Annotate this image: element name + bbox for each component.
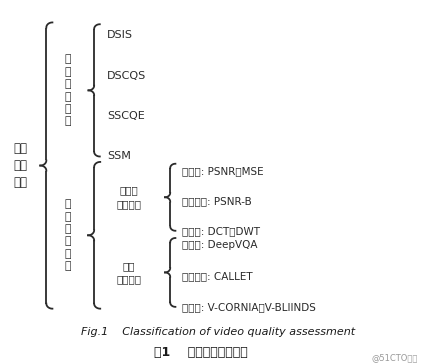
Text: SSM: SSM	[107, 151, 131, 162]
Text: 客
观
质
量
评
价: 客 观 质 量 评 价	[65, 199, 72, 271]
Text: 无参考: DCT、DWT: 无参考: DCT、DWT	[182, 226, 260, 236]
Text: 视频
质量
评价: 视频 质量 评价	[13, 142, 27, 189]
Text: Fig.1    Classification of video quality assessment: Fig.1 Classification of video quality as…	[81, 327, 355, 337]
Text: 无参考: V-CORNIA、V-BLIINDS: 无参考: V-CORNIA、V-BLIINDS	[182, 302, 316, 312]
Text: 图1    视频质量评价分类: 图1 视频质量评价分类	[154, 347, 248, 359]
Text: 全参考: DeepVQA: 全参考: DeepVQA	[182, 240, 258, 250]
Text: SSCQE: SSCQE	[107, 111, 145, 121]
Text: 部分参考: PSNR-B: 部分参考: PSNR-B	[182, 196, 252, 206]
Text: DSIS: DSIS	[107, 30, 133, 40]
Text: DSCQS: DSCQS	[107, 71, 146, 80]
Text: @51CTO博客: @51CTO博客	[371, 353, 418, 362]
Text: 非深度
学习方法: 非深度 学习方法	[116, 186, 141, 209]
Text: 主
观
质
量
评
价: 主 观 质 量 评 价	[65, 54, 72, 126]
Text: 全参考: PSNR、MSE: 全参考: PSNR、MSE	[182, 166, 264, 176]
Text: 部分参考: CALLET: 部分参考: CALLET	[182, 271, 253, 281]
Text: 深度
学习方法: 深度 学习方法	[116, 261, 141, 284]
